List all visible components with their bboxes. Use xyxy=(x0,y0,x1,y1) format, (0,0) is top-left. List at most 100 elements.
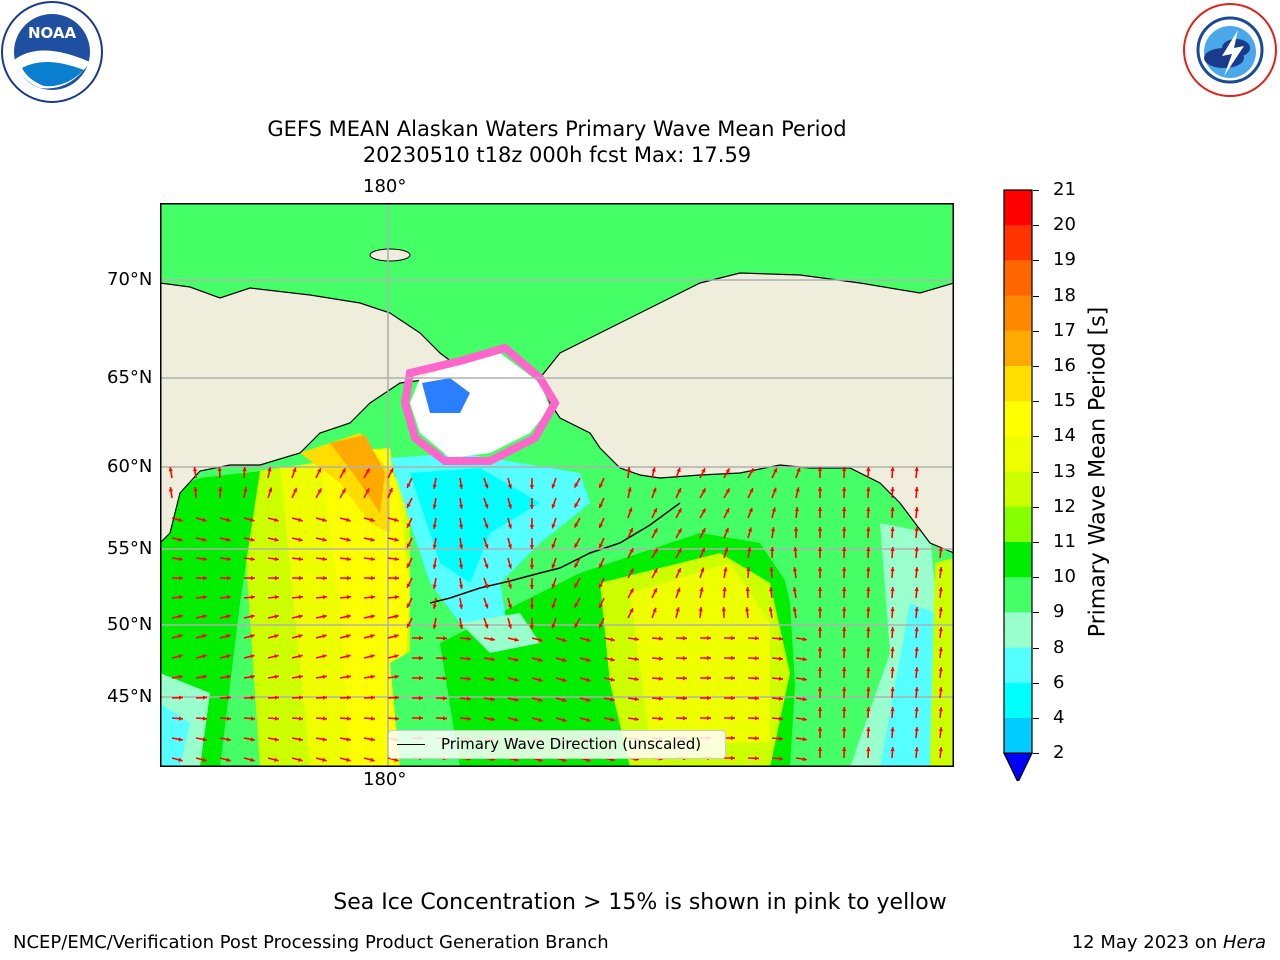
wave-arrow-head xyxy=(938,747,943,752)
wave-arrow-head xyxy=(274,556,279,562)
wave-arrow-head xyxy=(317,488,322,493)
wave-arrow-head xyxy=(817,567,823,571)
wave-arrow-head xyxy=(677,508,682,513)
wave-arrow-head xyxy=(322,517,327,522)
wave-arrow-head xyxy=(274,737,279,742)
wave-arrow-head xyxy=(731,715,735,721)
wave-arrow-head xyxy=(274,614,279,619)
wave-arrow-head xyxy=(529,525,535,529)
wave-arrow-head xyxy=(458,544,464,549)
wave-arrow-head xyxy=(226,614,231,619)
wave-arrow-head xyxy=(802,657,807,662)
colorbar-tick-mark xyxy=(1033,260,1039,262)
colorbar-tick-label: 2 xyxy=(1053,742,1065,764)
wave-arrow-head xyxy=(866,707,871,712)
wave-arrow-head xyxy=(226,556,231,562)
wave-arrow-head xyxy=(432,544,437,549)
wave-arrow-head xyxy=(842,707,847,712)
wave-arrow-head xyxy=(406,623,411,628)
wave-arrow-head xyxy=(551,543,556,549)
wave-arrow-head xyxy=(817,647,823,651)
wave-arrow-head xyxy=(842,487,847,492)
wave-arrow-head xyxy=(507,544,512,549)
wave-arrow-head xyxy=(490,677,495,682)
wave-arrow-head xyxy=(866,487,871,492)
wave-arrow-head xyxy=(731,735,735,741)
wave-arrow-head xyxy=(574,603,579,608)
wave-arrow-head xyxy=(202,556,207,562)
wave-arrow-head xyxy=(842,747,847,752)
wave-arrow-head xyxy=(370,674,375,679)
wave-arrow-head xyxy=(298,654,303,659)
wave-arrow-head xyxy=(419,695,423,701)
wave-arrow-head xyxy=(890,547,895,552)
wave-arrow-head xyxy=(599,483,604,488)
wave-arrow-head xyxy=(938,587,943,592)
graticule xyxy=(160,203,954,767)
wave-arrow-head xyxy=(514,637,519,642)
wave-arrow-head xyxy=(842,547,847,552)
wave-arrow-head xyxy=(226,716,231,721)
wave-arrow-head xyxy=(586,677,591,682)
wave-arrow-head xyxy=(658,716,663,721)
wave-arrow-head xyxy=(842,507,847,512)
wave-arrow-head xyxy=(322,614,327,619)
wave-arrow-head xyxy=(507,604,512,609)
wave-arrow-head xyxy=(890,667,895,672)
lat-label-70: 70°N xyxy=(107,269,153,290)
wave-arrow-head xyxy=(529,625,535,629)
colorbar-segment xyxy=(1004,542,1032,578)
wave-arrow-head xyxy=(610,697,615,702)
wave-arrow-head xyxy=(890,727,895,732)
wave-arrow-head xyxy=(458,584,464,589)
lon-label-top: 180° xyxy=(363,176,407,197)
wave-arrow-head xyxy=(458,604,464,609)
wave-arrow-head xyxy=(778,716,783,721)
wave-arrow-head xyxy=(653,568,658,573)
wave-arrow-head xyxy=(292,467,297,473)
colorbar-segment xyxy=(1004,330,1032,367)
colorbar-segment xyxy=(1004,401,1032,437)
wave-arrow-head xyxy=(866,587,871,592)
wave-arrow-head xyxy=(914,487,919,492)
field-band-8s-east xyxy=(880,603,935,767)
wave-arrow-head xyxy=(419,715,423,721)
wave-arrow-head xyxy=(731,675,735,681)
wave-arrow-head xyxy=(626,467,631,472)
wave-arrow-head xyxy=(406,583,411,588)
wave-arrow-head xyxy=(652,487,657,493)
wave-arrow-head xyxy=(346,556,351,562)
wave-arrow-head xyxy=(629,588,634,593)
wave-arrow-head xyxy=(226,634,231,639)
wave-arrow-head xyxy=(346,614,351,619)
wave-arrow-head xyxy=(370,716,375,721)
wave-arrow-head xyxy=(817,707,823,711)
wave-arrow-head xyxy=(514,697,519,702)
wave-arrow-head xyxy=(226,674,231,679)
wrangel-island xyxy=(369,248,411,262)
wave-arrow-head xyxy=(629,548,634,553)
wave-arrow-head xyxy=(724,547,729,552)
wave-arrow-head xyxy=(274,595,279,600)
wave-arrow-head xyxy=(394,517,399,522)
wave-arrow-head xyxy=(768,607,773,612)
wave-arrow-head xyxy=(178,614,183,619)
wave-arrow-head xyxy=(274,537,279,542)
wave-arrow-head xyxy=(538,637,543,642)
wave-arrow-head xyxy=(346,716,351,721)
wave-arrow-head xyxy=(298,716,303,721)
wave-arrow-head xyxy=(634,636,639,642)
wave-arrow-head xyxy=(890,687,895,692)
wave-arrow-head xyxy=(700,567,705,573)
wave-arrow-head xyxy=(842,647,847,652)
wave-arrow-head xyxy=(586,697,591,702)
footer-right: 12 May 2023 on Hera xyxy=(1072,932,1266,953)
wave-arrow-head xyxy=(484,503,489,509)
wave-arrow-head xyxy=(432,484,437,489)
wave-arrow-head xyxy=(484,623,489,629)
wave-arrow-head xyxy=(322,537,327,542)
wave-arrow-head xyxy=(890,487,895,492)
wave-arrow-head xyxy=(562,637,567,643)
wave-arrow-head xyxy=(346,695,351,700)
colorbar-tick-mark xyxy=(1033,577,1039,579)
